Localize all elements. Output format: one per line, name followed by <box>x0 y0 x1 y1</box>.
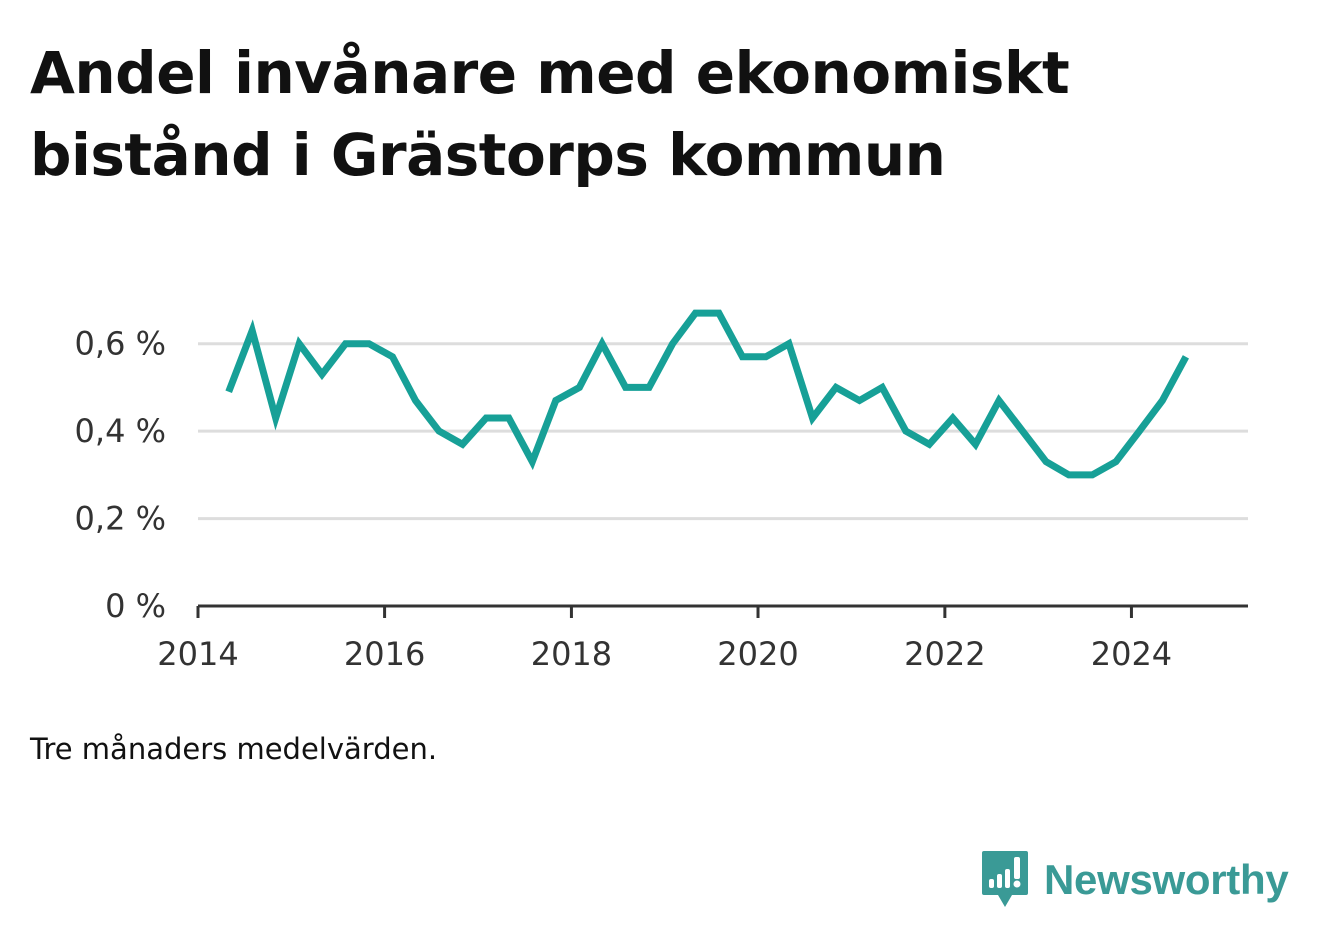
x-tick-label: 2014 <box>157 635 238 673</box>
grid-lines <box>198 342 1248 521</box>
y-tick-label: 0,2 % <box>75 500 166 538</box>
newsworthy-logo-icon <box>982 851 1028 907</box>
x-tick-label: 2016 <box>344 635 425 673</box>
x-tick-label: 2020 <box>717 635 798 673</box>
y-tick-label: 0,4 % <box>75 412 166 450</box>
x-tick-label: 2018 <box>531 635 612 673</box>
x-tick-label: 2022 <box>904 635 985 673</box>
chart-title: Andel invånare med ekonomiskt bistånd i … <box>30 39 1070 189</box>
brand-logo[interactable]: Newsworthy <box>980 848 1289 912</box>
x-tick-label: 2024 <box>1091 635 1172 673</box>
x-axis <box>196 604 1248 618</box>
y-tick-label: 0,6 % <box>75 325 166 363</box>
brand-name: Newsworthy <box>1044 856 1289 903</box>
series <box>225 309 1189 479</box>
line-chart: 0 %0,2 %0,4 %0,6 % 2014 2016 2018 2020 2022 2… <box>75 309 1248 673</box>
footnote: Tre månaders medelvärden. <box>30 732 438 766</box>
y-axis-tick-labels: 0 % 0,2 % 0,4 % 0,6 % <box>75 325 166 625</box>
series-line <box>225 309 1189 479</box>
x-axis-tick-labels: 2014 2016 2018 2020 2022 2024 <box>157 635 1172 673</box>
y-tick-label: 0 % <box>105 587 166 625</box>
